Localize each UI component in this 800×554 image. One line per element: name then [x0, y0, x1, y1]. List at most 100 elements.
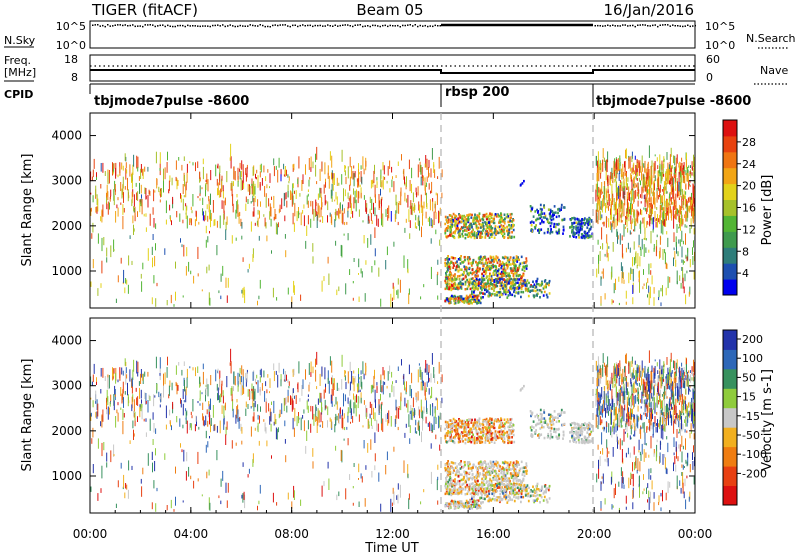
velocity-cell [250, 426, 252, 437]
velocity-cell [155, 428, 157, 434]
power-cell [467, 262, 470, 265]
power-cell [453, 277, 456, 281]
power-cell [506, 281, 509, 284]
velocity-cell [689, 378, 691, 382]
power-cell [607, 174, 609, 187]
velocity-cell [627, 388, 628, 395]
nsky-point [377, 25, 379, 27]
power-cell [681, 163, 683, 173]
velocity-cell [324, 367, 326, 380]
power-cell [510, 277, 513, 281]
velocity-cell [112, 376, 114, 380]
velocity-cell [131, 465, 133, 470]
nsky-point [284, 24, 286, 26]
power-cell [494, 268, 497, 272]
power-cell [533, 225, 536, 229]
power-cell [478, 215, 480, 219]
velocity-cell [636, 469, 638, 474]
velocity-cell [338, 415, 340, 425]
velocity-cell [398, 406, 400, 410]
nsky-point [364, 25, 366, 27]
velocity-cell [406, 381, 407, 392]
velocity-cell [380, 411, 382, 424]
velocity-cell [423, 406, 425, 414]
velocity-cell [169, 380, 171, 387]
velocity-cell [283, 379, 285, 382]
power-cell [181, 164, 183, 171]
power-cell [444, 215, 447, 219]
power-cell [427, 217, 429, 222]
velocity-cell [92, 464, 94, 474]
velocity-cell [678, 431, 680, 434]
power-cell [560, 203, 563, 207]
power-cell [488, 223, 491, 226]
power-cell [315, 164, 317, 177]
velocity-cell [133, 399, 135, 412]
power-cell [583, 221, 586, 225]
nsky-point [134, 25, 136, 28]
power-cell [660, 205, 662, 209]
power-cell [90, 192, 92, 195]
power-cell [553, 211, 556, 215]
power-cell [496, 281, 499, 284]
power-cell [606, 190, 608, 198]
velocity-cell [612, 505, 614, 508]
velocity-cell [673, 420, 675, 434]
power-cell [452, 278, 455, 282]
power-cell [602, 204, 604, 209]
power-cell [612, 242, 614, 252]
power-cell [315, 211, 317, 216]
power-cell [331, 196, 333, 202]
power-colorbar-swatch [723, 167, 737, 185]
power-cell [471, 302, 473, 305]
power-cell [514, 268, 517, 272]
velocity-cell [303, 420, 305, 432]
velocity-cell [344, 394, 346, 402]
velocity-cell [419, 425, 420, 436]
power-cell [426, 160, 428, 170]
power-cell [463, 221, 466, 224]
power-cell [623, 224, 625, 237]
nsky-point [422, 25, 424, 27]
power-cell [638, 245, 640, 248]
power-cell [456, 283, 459, 287]
power-cell [290, 191, 292, 200]
power-cell [202, 211, 204, 221]
power-cell [419, 220, 420, 231]
velocity-cell [663, 393, 665, 401]
power-cell [536, 282, 538, 286]
velocity-cell [205, 444, 207, 453]
velocity-cell [651, 480, 653, 490]
velocity-cell [689, 464, 691, 473]
power-cell [248, 263, 250, 269]
power-cell [616, 201, 617, 215]
power-cell [160, 194, 162, 198]
power-cell [617, 212, 619, 222]
power-cell [237, 199, 239, 210]
velocity-cell [391, 384, 393, 393]
power-cell [596, 268, 598, 278]
power-cell [658, 170, 660, 174]
power-cell [357, 180, 359, 188]
power-cell [692, 203, 693, 211]
power-cell [604, 293, 606, 300]
power-cell [681, 196, 683, 209]
power-cell [403, 168, 405, 180]
power-cell [227, 277, 229, 288]
power-cell [688, 205, 690, 209]
power-cell [553, 222, 556, 226]
power-cell [603, 195, 605, 207]
velocity-heatmap [90, 348, 695, 512]
power-cell [210, 193, 211, 205]
velocity-cell [638, 382, 640, 387]
power-cell [675, 170, 677, 178]
power-cell [676, 208, 678, 215]
power-cell [624, 226, 626, 229]
velocity-cell [319, 392, 321, 403]
power-cell [615, 218, 617, 228]
nsky-point [417, 25, 419, 28]
velocity-cell [102, 409, 104, 422]
power-cell [169, 175, 171, 182]
velocity-cell [144, 392, 146, 399]
power-cell [638, 271, 640, 278]
